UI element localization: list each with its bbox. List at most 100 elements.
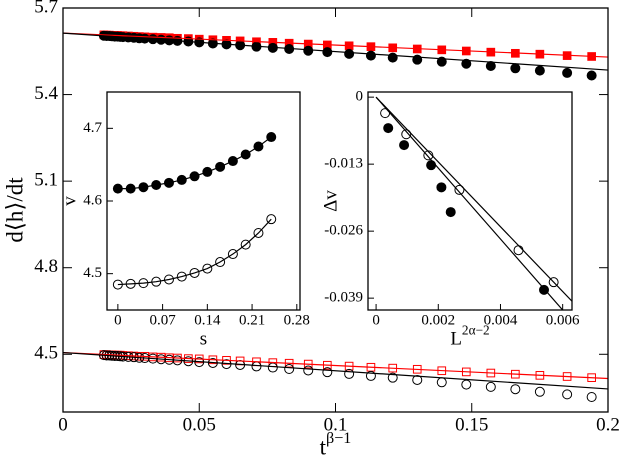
x-axis-label-base: s	[200, 329, 207, 350]
circle-marker	[163, 177, 174, 188]
y-tick-label: 5.4	[34, 83, 58, 104]
circle-marker	[112, 279, 123, 290]
circle-marker	[284, 364, 295, 375]
fit-line	[63, 351, 608, 390]
circle-marker	[253, 227, 264, 238]
circle-marker	[125, 278, 136, 289]
circle-marker	[240, 239, 251, 250]
circle-marker	[138, 278, 149, 289]
series-group	[112, 132, 277, 290]
y-tick-label: 0	[356, 89, 364, 105]
y-tick-label: 4.6	[83, 192, 102, 208]
y-tick-label: -0.039	[324, 290, 363, 306]
axes-frame	[367, 91, 573, 311]
y-tick-label: 4.8	[34, 256, 58, 277]
circle-marker	[215, 161, 226, 172]
x-tick-label: 0.006	[546, 313, 580, 329]
series-group	[63, 30, 608, 402]
x-tick-label: 0.2	[596, 415, 620, 436]
circle-marker	[163, 274, 174, 285]
circle-marker	[227, 156, 238, 167]
circle-marker	[202, 263, 213, 274]
fit-line	[63, 32, 608, 71]
circle-marker	[112, 183, 123, 194]
circle-marker	[189, 171, 200, 182]
circle-marker	[401, 129, 412, 140]
circle-marker	[534, 65, 545, 76]
y-tick-label: -0.026	[324, 223, 363, 239]
circle-marker	[436, 182, 447, 193]
chart-panel: 0 0.07 0.14 0.21 0.28 4.5 4.6 4.7 s v	[59, 91, 310, 350]
x-axis-label: s	[200, 329, 207, 350]
x-tick-label: 0.1	[324, 415, 348, 436]
x-tick-label: 0.05	[183, 415, 216, 436]
x-axis-label: L2α−2	[450, 323, 489, 350]
y-axis-label: Δv	[320, 190, 341, 212]
circle-marker	[253, 141, 264, 152]
circle-marker	[365, 50, 376, 61]
x-tick-label: 0.002	[421, 313, 455, 329]
circle-marker	[399, 140, 410, 151]
circle-marker	[586, 391, 597, 402]
circle-marker	[510, 384, 521, 395]
circle-marker	[125, 183, 136, 194]
circle-marker	[303, 365, 314, 376]
fit-line	[375, 96, 572, 302]
y-axis-label: v	[59, 196, 80, 206]
fit-line	[63, 32, 608, 58]
circle-marker	[266, 214, 277, 225]
circle-marker	[387, 52, 398, 63]
x-tick-label: 0.004	[484, 313, 518, 329]
y-tick-label: -0.013	[324, 156, 363, 172]
y-tick-label: 4.5	[34, 343, 58, 364]
x-axis-label-base: t	[320, 435, 327, 460]
x-axis-label: tβ−1	[320, 430, 352, 460]
circle-marker	[412, 374, 423, 385]
x-axis-label-base: L	[450, 329, 462, 350]
circle-marker	[426, 160, 437, 171]
x-tick-label: 0.14	[194, 313, 221, 329]
axes-frame	[62, 7, 609, 413]
circle-marker	[151, 276, 162, 287]
x-tick-label: 0	[58, 415, 68, 436]
circle-marker	[562, 67, 573, 78]
circle-marker	[344, 368, 355, 379]
circle-marker	[562, 389, 573, 400]
y-tick-label: 4.7	[83, 120, 102, 136]
circle-marker	[454, 184, 465, 195]
circle-marker	[202, 166, 213, 177]
y-tick-label: 5.7	[34, 0, 58, 17]
x-tick-label: 0.21	[239, 313, 265, 329]
plot-area	[107, 92, 300, 310]
circle-marker	[215, 257, 226, 268]
circle-marker	[383, 123, 394, 134]
circle-marker	[189, 267, 200, 278]
circle-marker	[176, 271, 187, 282]
circle-marker	[510, 63, 521, 74]
y-tick-label: 4.5	[83, 265, 102, 281]
chart-panel: 0 0.002 0.004 0.006 0 -0.013 -0.026 -0.039 L2α−2…	[320, 89, 580, 350]
circle-marker	[266, 132, 277, 143]
y-axis-label: d⟨h⟩/dt	[3, 177, 28, 243]
circle-marker	[227, 249, 238, 260]
x-tick-label: 0.15	[455, 415, 488, 436]
circle-marker	[365, 370, 376, 381]
circle-marker	[445, 207, 456, 218]
x-tick-label: 0	[372, 313, 380, 329]
x-axis-label-sup: 2α−2	[462, 323, 490, 338]
x-tick-label: 0.07	[149, 313, 176, 329]
circle-marker	[138, 182, 149, 193]
y-tick-label: 5.1	[34, 170, 58, 191]
circle-marker	[534, 386, 545, 397]
circle-marker	[240, 149, 251, 160]
circle-marker	[176, 174, 187, 185]
circle-marker	[322, 47, 333, 58]
circle-marker	[322, 367, 333, 378]
plot-area	[368, 92, 572, 310]
x-tick-label: 0.28	[284, 313, 310, 329]
circle-marker	[586, 70, 597, 81]
circle-marker	[461, 379, 472, 390]
curve	[117, 218, 272, 286]
